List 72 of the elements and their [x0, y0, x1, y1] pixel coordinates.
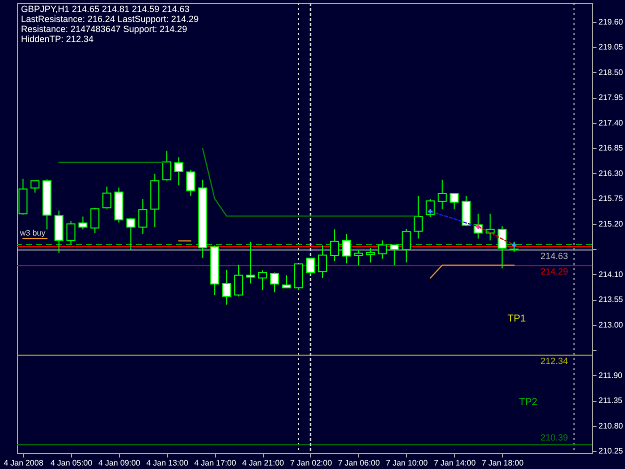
- ref-line-label: 214.29: [540, 266, 568, 277]
- annotation: TP2: [518, 397, 538, 408]
- candlestick: [438, 179, 447, 210]
- candlestick: [354, 249, 363, 266]
- x-tick-label: 4 Jan 2008: [4, 458, 44, 468]
- y-tick-label: 214.10: [598, 270, 624, 279]
- point: [428, 209, 433, 214]
- y-tick-label: 213.55: [598, 295, 624, 304]
- x-tick-label: 7 Jan 18:00: [482, 458, 524, 468]
- y-tick-label: 219.60: [598, 17, 624, 26]
- x-tick-label: 7 Jan 06:00: [338, 458, 380, 468]
- chart-title: GBPJPY,H1 214.65 214.81 214.59 214.63: [21, 4, 190, 14]
- ref-line-label: 210.39: [540, 432, 568, 443]
- candlestick: [66, 220, 76, 246]
- candlestick: [306, 258, 315, 275]
- y-tick-label: 217.40: [598, 118, 624, 128]
- y-tick-label: 217.95: [598, 93, 624, 102]
- candlestick: [366, 247, 375, 263]
- y-tick-label: 216.85: [598, 144, 624, 153]
- candlestick: [258, 270, 268, 290]
- y-tick-label: 216.30: [598, 168, 624, 178]
- y-tick-label: 210.25: [598, 446, 624, 456]
- y-tick-label: 211.35: [598, 396, 623, 406]
- candlestick: [30, 180, 40, 194]
- point: [512, 242, 516, 248]
- candlestick: [246, 241, 256, 284]
- candlestick: [282, 274, 292, 289]
- candlestick: [162, 150, 172, 182]
- y-tick-label: 218.50: [598, 68, 624, 77]
- y-tick-label: 213.00: [598, 320, 624, 330]
- y-tick-label: 211.90: [598, 370, 623, 380]
- candlestick: [390, 244, 399, 266]
- candlestick: [342, 233, 351, 264]
- candlestick: [126, 217, 136, 250]
- candlestick: [330, 228, 339, 262]
- candlestick: [294, 263, 304, 290]
- candlestick: [102, 186, 112, 210]
- annotation: w3 buy: [19, 228, 46, 238]
- candlestick: [450, 193, 459, 210]
- x-tick-label: 4 Jan 05:00: [50, 458, 93, 468]
- annotation: TP1: [507, 314, 526, 324]
- ref-line-label: 214.63: [540, 251, 568, 262]
- candlestick: [234, 264, 244, 297]
- candlestick: [90, 207, 100, 234]
- x-tick-label: 7 Jan 14:00: [434, 458, 476, 468]
- candlestick: [378, 240, 387, 260]
- candlestick: [174, 156, 184, 186]
- candlestick: [270, 272, 280, 293]
- candlestick: [498, 226, 507, 269]
- y-tick-label: 210.80: [598, 421, 624, 430]
- candlestick: [222, 269, 232, 306]
- candlestick: [186, 170, 196, 196]
- candlestick: [318, 244, 327, 279]
- candlestick: [78, 216, 88, 230]
- x-tick-label: 7 Jan 10:00: [386, 458, 428, 468]
- y-tick-label: 219.05: [598, 42, 624, 52]
- x-tick-label: 4 Jan 09:00: [98, 458, 141, 468]
- x-tick-label: 4 Jan 17:00: [194, 458, 237, 468]
- candlestick: [138, 198, 148, 234]
- x-tick-label: 7 Jan 02:00: [290, 458, 332, 468]
- x-tick-label: 4 Jan 21:00: [242, 458, 285, 468]
- candlestick: [510, 241, 519, 252]
- candlestick: [414, 195, 423, 240]
- y-tick-label: 215.20: [598, 219, 624, 228]
- candlestick: [402, 228, 411, 263]
- annotation: LastResistance: 216.24 LastSupport: 214.29: [21, 14, 199, 24]
- annotation: HiddenTP: 212.34: [21, 34, 94, 44]
- ref-line-label: 212.34: [540, 356, 568, 366]
- candlestick: [462, 195, 471, 227]
- y-tick-label: 215.75: [598, 194, 624, 204]
- x-tick-label: 4 Jan 13:00: [146, 458, 189, 468]
- annotation: Resistance: 2147483647 Support: 214.29: [21, 24, 188, 34]
